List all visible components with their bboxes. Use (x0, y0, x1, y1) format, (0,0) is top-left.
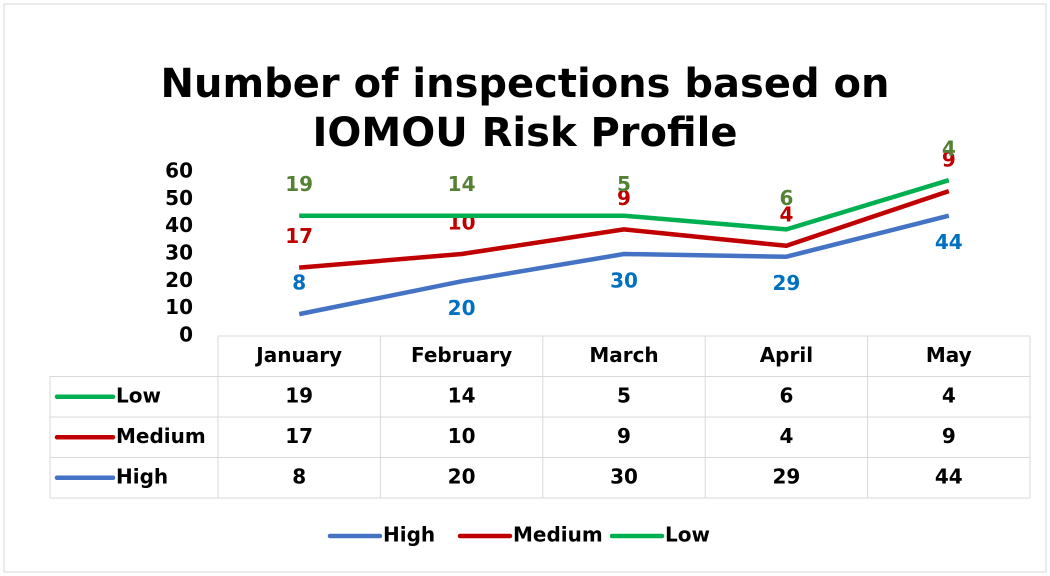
data-label: 6 (779, 186, 793, 210)
x-tick-label: April (760, 343, 813, 367)
y-tick-label: 60 (165, 159, 193, 183)
data-label: 14 (448, 172, 476, 196)
data-label: 5 (617, 172, 631, 196)
data-label: 8 (292, 271, 306, 295)
x-tick-label: March (589, 343, 658, 367)
table-cell: 14 (448, 383, 476, 407)
data-label: 4 (942, 137, 956, 161)
table-cell: 4 (779, 424, 793, 448)
line (299, 189, 950, 270)
table-cell: 9 (942, 424, 956, 448)
data-label: 9 (942, 148, 956, 172)
legend-label: Low (665, 523, 710, 547)
table-cell: 44 (935, 464, 963, 488)
data-label: 19 (285, 172, 313, 196)
table-series-name: High (116, 464, 168, 488)
chart-title: Number of inspections based on IOMOU Ris… (160, 61, 890, 156)
table-cell: 5 (617, 383, 631, 407)
data-label: 44 (935, 230, 963, 254)
line (298, 213, 950, 317)
table-cell: 30 (610, 464, 638, 488)
y-tick-label: 10 (165, 295, 193, 319)
data-label: 17 (285, 224, 313, 248)
table-cell: 4 (942, 383, 956, 407)
data-label: 30 (610, 269, 638, 293)
x-tick-label: May (926, 343, 972, 367)
table-cell: 6 (779, 383, 793, 407)
legend-label: High (383, 523, 435, 547)
line (299, 178, 950, 232)
data-label: 9 (617, 186, 631, 210)
table-cell: 8 (292, 464, 306, 488)
table-series-name: Low (116, 383, 161, 407)
table-cell: 10 (448, 424, 476, 448)
table-cell: 20 (448, 464, 476, 488)
y-tick-label: 30 (165, 241, 193, 265)
x-tick-label: February (411, 343, 512, 367)
y-tick-label: 50 (165, 186, 193, 210)
table-cell: 19 (285, 383, 313, 407)
data-label: 4 (779, 202, 793, 226)
table-cell: 9 (617, 424, 631, 448)
y-tick-label: 0 (179, 323, 193, 347)
data-label: 20 (448, 296, 476, 320)
table-cell: 17 (285, 424, 313, 448)
legend-label: Medium (513, 523, 603, 547)
data-label: 29 (772, 271, 800, 295)
y-tick-label: 20 (165, 268, 193, 292)
table-series-name: Medium (116, 424, 206, 448)
x-tick-label: January (254, 343, 342, 367)
chart-border (3, 3, 1047, 573)
y-tick-label: 40 (165, 213, 193, 237)
table-cell: 29 (772, 464, 800, 488)
